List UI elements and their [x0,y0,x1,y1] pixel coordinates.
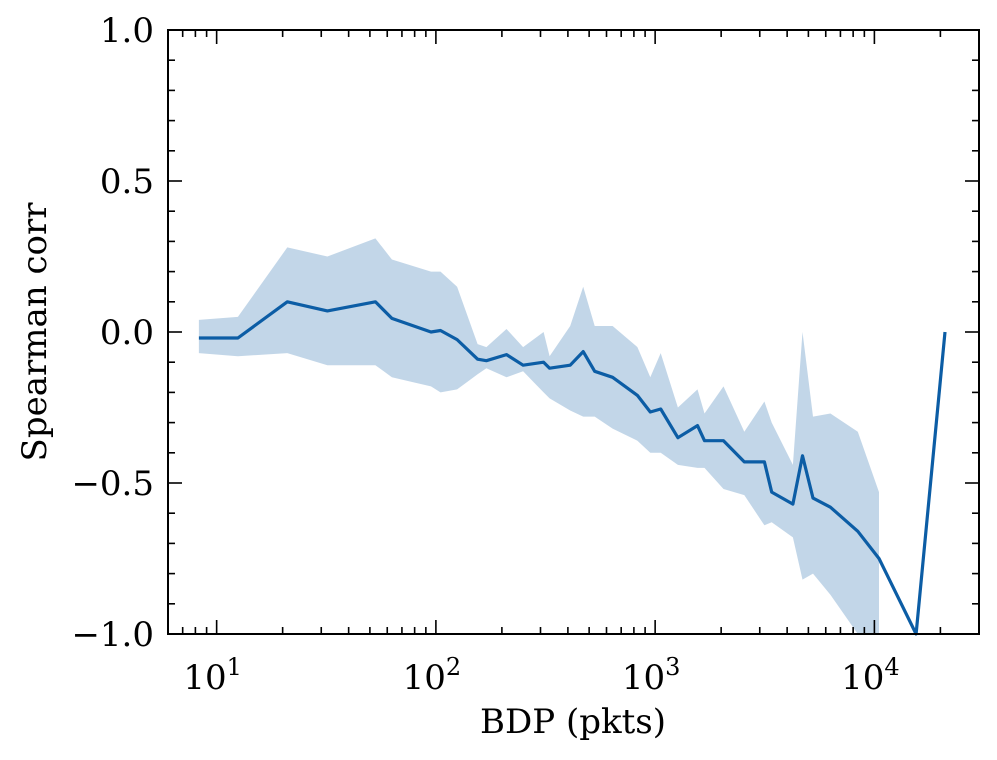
series-line [198,300,947,636]
y-tick-labels: 1.0 0.5 0.0 −0.5 −1.0 [71,11,154,655]
plot-area [198,238,947,636]
y-tick-label: 0.5 [100,162,154,202]
y-tick-label: 1.0 [100,11,154,51]
axis-ticks [167,29,980,635]
x-tick-label: 102 [403,653,462,698]
x-tick-labels: 101 102 103 104 [183,653,899,698]
x-tick-label: 103 [622,653,681,698]
x-axis-label: BDP (pkts) [480,702,666,742]
y-tick-label: 0.0 [100,313,154,353]
y-tick-label: −1.0 [71,615,154,655]
x-tick-label: 104 [841,653,900,698]
confidence-band [198,238,879,634]
axes-frame [167,29,980,635]
y-axis-label: Spearman corr [15,202,55,462]
x-tick-label: 101 [183,653,242,698]
y-tick-label: −0.5 [71,464,154,504]
